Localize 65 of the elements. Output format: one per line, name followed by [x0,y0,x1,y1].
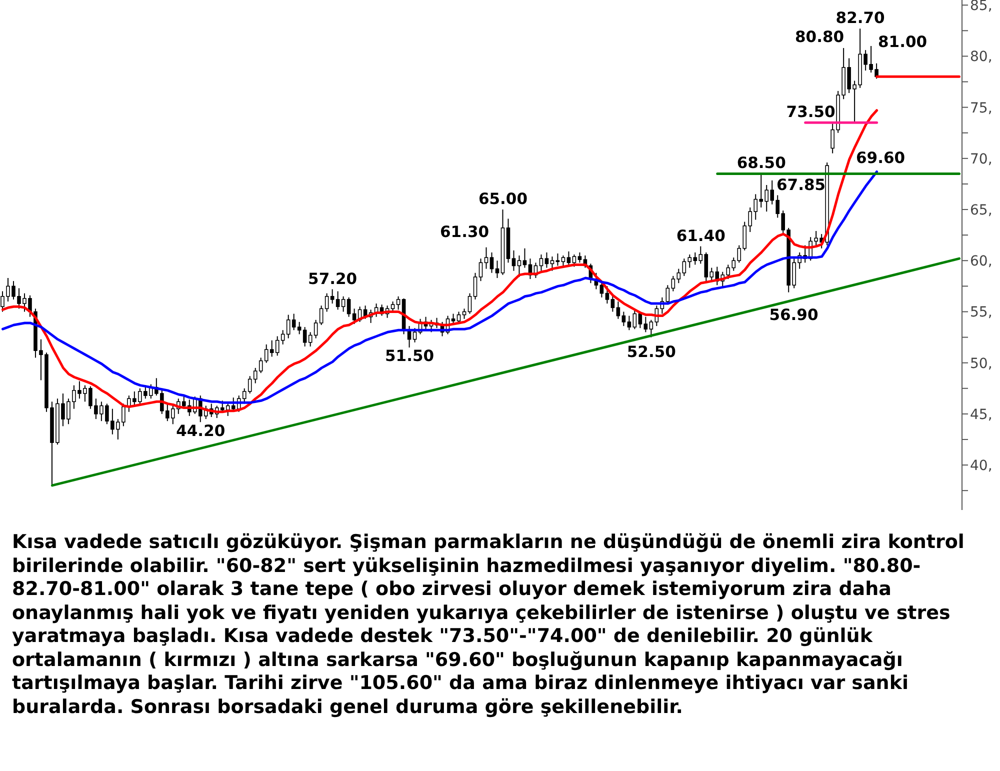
candlestick [578,252,582,264]
candlestick [627,315,632,331]
annotation: 61.40 [676,226,726,245]
annotation: 82.70 [836,9,885,28]
candlestick [336,290,340,310]
annotation: 80.80 [795,28,844,46]
candlestick [390,301,395,312]
y-tick-label: 65, [970,202,992,218]
candlestick [324,292,329,312]
candlestick [473,272,478,300]
annotation: 57.20 [308,270,358,288]
candlestick [341,296,346,312]
candlestick [610,294,615,312]
candlestick [605,286,610,304]
candlestick [556,252,560,266]
candlestick [396,296,400,310]
candlestick [539,254,544,272]
y-tick-label: 80, [970,49,992,66]
candlestick [622,311,626,327]
candlestick [561,255,566,268]
annotation: 68.50 [736,154,786,172]
candlestick [352,308,356,324]
candlestick [451,313,456,324]
y-tick-label: 60, [970,254,992,270]
candlestick [666,284,670,306]
candlestick [522,248,527,268]
y-tick-label: 70, [970,151,992,168]
annotation: 51.50 [385,347,434,366]
candlestick [495,260,500,278]
candlestick [478,258,483,282]
annotation: 81.00 [878,33,928,51]
annotation: 52.50 [626,343,676,362]
y-tick-label: 40, [970,458,992,474]
y-tick-label: 50, [970,356,992,372]
candlestick [330,288,334,304]
annotation: 67.85 [776,176,826,194]
candlestick [346,296,351,318]
candlestick [297,321,302,335]
candlestick [512,250,516,272]
candlestick [484,246,488,270]
annotation: 44.20 [176,422,226,440]
annotation: 56.90 [769,306,818,324]
candlestick [550,256,554,272]
candlestick [544,252,549,268]
y-tick-label: 75, [970,100,992,116]
candlestick [572,254,576,268]
candlestick [302,326,307,347]
candlestick [649,319,654,338]
candlestick [566,250,571,266]
candlestick [490,252,494,274]
candlestick [468,292,472,314]
candlestick [632,308,637,330]
annotation: 61.30 [440,223,490,241]
candlestick [644,316,648,333]
candlestick [616,301,620,320]
y-tick-label: 85, [970,0,992,14]
y-tick-label: 55, [970,304,992,321]
annotation: 69.60 [856,149,906,167]
annotation: 65.00 [478,190,528,208]
candlestick [308,332,312,347]
text: Kısa vadede satıcılı gözüküyor. Şişman parmakların ne düşündüğü de önemli zira kontrol birilerinde olabilir. "60-82" sert yükselişinin hazmedilmesi yaşanıyor diyelim. "80.80-82.70-81.00" olarak 3 tane tepe ( obo zirvesi oluyor demek istemiyorum zira daha onaylanmış hali yok ve fiyatı yeniden yukarıya çekebilirler de istenirse ) oluştu ve stres yaratmaya başladı. Kısa vadede destek "73.50"-"74.00" de denilebilir. 20 günlük ortalamanın ( kırmızı ) altına sarkarsa "69.60" boşluğunun kapanıp kapanmayacağı tartışılmaya başlar. Tarihi zirve "105.60" da ama biraz dinlenmeye ihtiyacı var sanki buralarda. Sonrası borsadaki genel duruma göre şekillenebilir. [12,531,966,719]
candlestick [319,305,324,326]
annotation: 73.50 [786,103,836,122]
y-tick-label: 45, [970,406,992,423]
candlestick [314,319,318,339]
